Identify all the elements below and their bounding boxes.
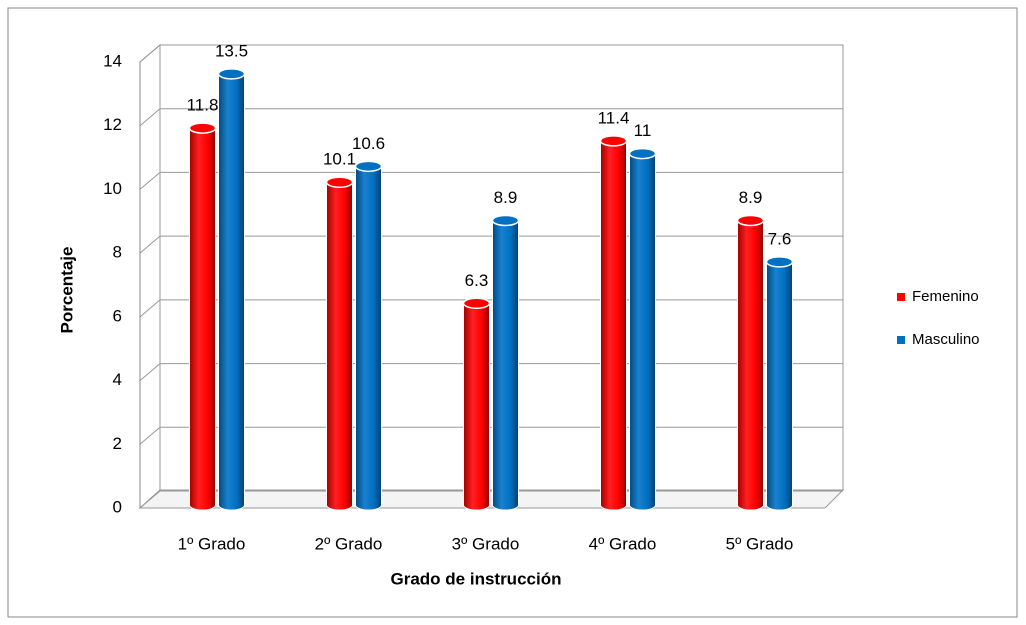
x-tick-label: 5º Grado <box>726 534 794 553</box>
floor <box>138 489 845 509</box>
y-tick-label: 6 <box>113 306 122 325</box>
legend-swatch <box>897 293 905 301</box>
value-label: 11 <box>634 121 652 140</box>
bar-cap <box>491 214 520 227</box>
grid-line <box>139 44 843 63</box>
y-tick-label: 10 <box>103 179 122 198</box>
bar <box>737 214 764 511</box>
bar <box>326 176 353 511</box>
value-label: 11.4 <box>598 108 630 127</box>
bar <box>189 122 216 511</box>
bar-cap <box>462 297 491 310</box>
y-tick-label: 12 <box>103 115 122 134</box>
bar <box>463 297 490 511</box>
bar <box>766 256 793 511</box>
side-wall <box>139 43 161 510</box>
y-tick-label: 2 <box>113 434 122 453</box>
grid-line <box>139 108 843 127</box>
bar <box>629 148 656 511</box>
bar-cap <box>217 68 246 80</box>
x-axis-label: Grado de instrucción <box>391 569 562 588</box>
bar-cap <box>765 256 794 268</box>
x-tick-label: 1º Grado <box>178 534 246 553</box>
legend-label: Femenino <box>912 288 979 305</box>
x-tick-label: 4º Grado <box>589 534 657 553</box>
value-label: 7.6 <box>768 229 792 248</box>
bar-cap <box>354 160 383 173</box>
y-tick-label: 0 <box>113 497 122 516</box>
value-label: 8.9 <box>739 188 763 207</box>
value-label: 10.6 <box>352 134 385 153</box>
bar <box>355 160 382 511</box>
y-tick-label: 14 <box>103 51 122 70</box>
bar-cap <box>188 122 217 134</box>
legend-label: Masculino <box>912 331 980 348</box>
value-label: 10.1 <box>323 150 356 169</box>
bar-cap <box>599 135 628 147</box>
bar <box>218 68 245 511</box>
value-label: 8.9 <box>494 188 518 207</box>
y-axis-label: Porcentaje <box>57 247 76 334</box>
bar-cap <box>628 147 657 160</box>
bar <box>600 135 627 511</box>
value-label: 11.8 <box>187 96 219 115</box>
y-tick-label: 4 <box>113 370 122 389</box>
value-label: 13.5 <box>215 41 248 60</box>
value-label: 6.3 <box>465 271 489 290</box>
bar-cap <box>736 214 765 227</box>
bar-cap <box>325 176 354 188</box>
y-tick-label: 8 <box>113 243 122 262</box>
legend-swatch <box>897 336 905 344</box>
x-tick-label: 2º Grado <box>315 534 383 553</box>
x-tick-label: 3º Grado <box>452 534 520 553</box>
bar <box>492 214 519 511</box>
